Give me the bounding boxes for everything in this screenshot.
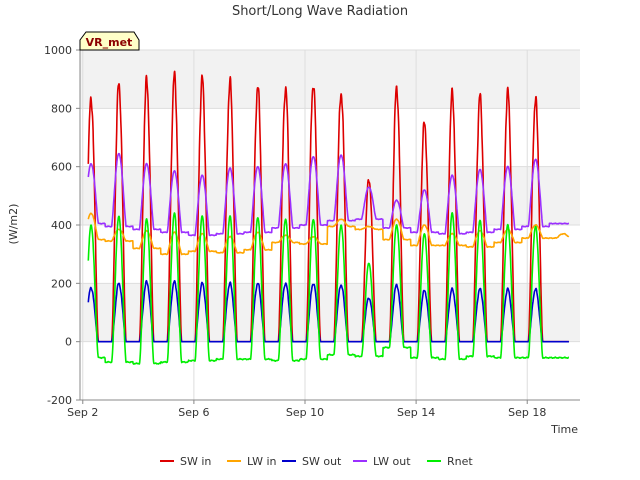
legend-label-rnet: Rnet — [447, 455, 473, 468]
site-badge: VR_met — [79, 31, 140, 51]
band — [80, 166, 580, 225]
y-tick-label: 400 — [51, 219, 72, 232]
legend-label-sw-in: SW in — [180, 455, 211, 468]
y-axis-label: (W/m2) — [7, 204, 20, 245]
badge-box — [79, 31, 140, 51]
axes: -200 0 200 400 600 800 1000 Sep 2 Sep 6 Sep 10 Sep… — [44, 44, 580, 419]
legend-label-lw-in: LW in — [247, 455, 277, 468]
legend-label-lw-out: LW out — [373, 455, 411, 468]
band — [80, 283, 580, 342]
x-tick-label: Sep 18 — [508, 406, 546, 419]
chart-title: Short/Long Wave Radiation — [232, 4, 408, 19]
y-tick-label: 1000 — [44, 44, 72, 57]
series-line-lw-in — [87, 212, 570, 256]
legend-label-sw-out: SW out — [302, 455, 342, 468]
y-tick-label: 0 — [65, 336, 72, 349]
x-tick-label: Sep 2 — [67, 406, 98, 419]
band — [80, 50, 580, 109]
y-tick-label: 200 — [51, 277, 72, 290]
badge-label: VR_met — [86, 36, 133, 49]
y-tick-label: 600 — [51, 161, 72, 174]
legend: SW in LW in SW out LW out Rnet — [160, 455, 473, 468]
series-line-rnet — [87, 212, 570, 365]
x-tick-label: Sep 6 — [178, 406, 209, 419]
series-layer — [87, 70, 570, 365]
y-tick-label: 800 — [51, 102, 72, 115]
x-tick-label: Sep 14 — [397, 406, 435, 419]
x-axis-label: Time — [550, 423, 578, 436]
x-tick-label: Sep 10 — [286, 406, 324, 419]
series-line-lw-out — [87, 152, 570, 237]
y-tick-label: -200 — [47, 394, 72, 407]
